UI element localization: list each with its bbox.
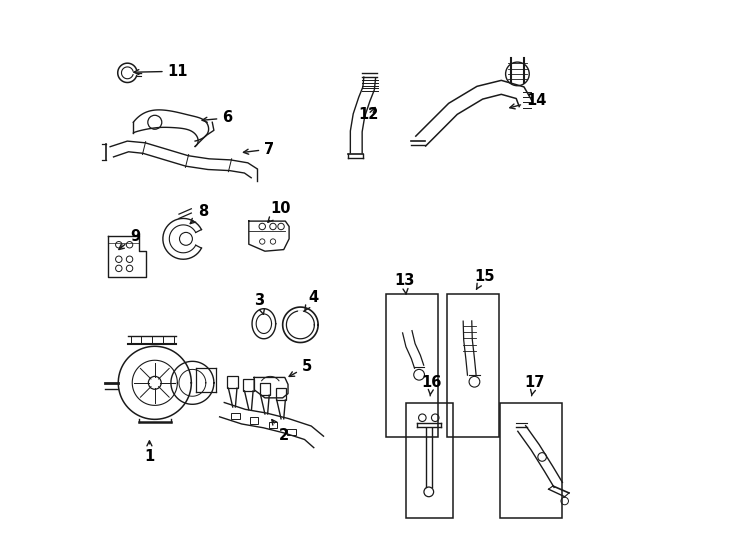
Bar — [288, 429, 296, 435]
Bar — [406, 403, 453, 518]
Bar — [231, 413, 240, 420]
Text: 3: 3 — [255, 293, 265, 314]
Bar — [269, 422, 277, 428]
Text: 10: 10 — [268, 201, 291, 222]
Bar — [228, 376, 238, 388]
Text: 2: 2 — [272, 420, 288, 443]
Text: 9: 9 — [119, 228, 140, 249]
Text: 4: 4 — [305, 291, 319, 311]
Text: 6: 6 — [202, 111, 233, 125]
Text: 11: 11 — [134, 64, 188, 79]
Text: 8: 8 — [190, 205, 208, 224]
Text: 5: 5 — [289, 359, 312, 376]
Bar — [250, 417, 258, 424]
Text: 13: 13 — [394, 273, 415, 294]
Text: 14: 14 — [510, 93, 546, 109]
Text: 17: 17 — [524, 375, 545, 396]
Bar — [386, 294, 438, 436]
Bar — [244, 379, 254, 391]
Bar — [276, 388, 286, 400]
Bar — [260, 383, 270, 395]
Text: 7: 7 — [244, 141, 275, 157]
Text: 1: 1 — [145, 441, 155, 464]
Bar — [501, 403, 562, 518]
Text: 15: 15 — [474, 269, 495, 289]
Bar — [446, 294, 499, 436]
Text: 16: 16 — [421, 375, 442, 396]
Text: 12: 12 — [358, 107, 378, 122]
